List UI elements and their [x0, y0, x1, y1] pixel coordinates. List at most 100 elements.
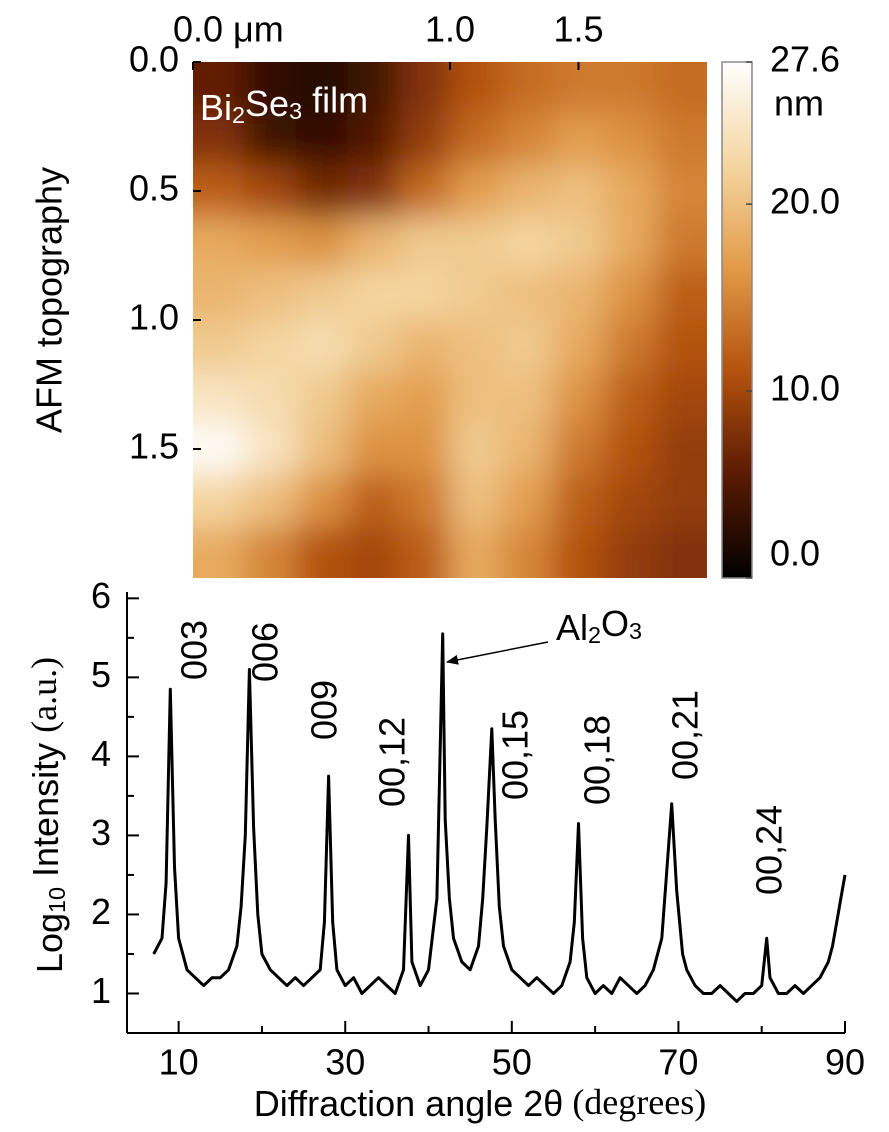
afm-cell [347, 423, 400, 476]
y-axis-label-part: 10 [44, 887, 70, 913]
afm-image [193, 62, 707, 578]
afm-cell [295, 113, 349, 167]
afm-cell [501, 474, 554, 528]
afm-cell [450, 62, 503, 115]
afm-cell [295, 474, 349, 528]
afm-cell [398, 268, 451, 321]
substrate-label-part: 2 [588, 622, 601, 648]
afm-cell [604, 371, 657, 425]
afm-cell [450, 320, 503, 373]
afm-cell [552, 526, 606, 578]
y-axis-label-part: (a.u.) [24, 657, 64, 733]
afm-cell [604, 423, 657, 476]
afm-cell [552, 113, 606, 167]
afm-cell [244, 474, 297, 528]
x-tick-label: 50 [492, 1042, 532, 1083]
afm-cell [604, 526, 657, 578]
afm-cell [501, 320, 554, 373]
colorbar [721, 61, 753, 579]
afm-cell [295, 62, 349, 115]
afm-cell [450, 474, 503, 528]
afm-cell [604, 216, 657, 270]
film-label-part: Bi [200, 87, 232, 128]
substrate-label-part: O [601, 603, 629, 644]
x-axis-label: Diffraction angle 2θ (degrees) [254, 1082, 706, 1123]
afm-cell [193, 526, 246, 578]
x-tick-label: 90 [825, 1042, 865, 1083]
afm-cell [552, 423, 606, 476]
substrate-label: Al2O3 [556, 603, 642, 648]
afm-cell [193, 320, 246, 373]
afm-cell [655, 62, 707, 115]
afm-cell [244, 113, 297, 167]
y-tick-label: 5 [91, 654, 111, 695]
colorbar-unit: nm [774, 83, 824, 124]
afm-cell [295, 268, 349, 321]
afm-cell [244, 423, 297, 476]
afm-cell [347, 165, 400, 218]
afm-cell [552, 62, 606, 115]
afm-cell [655, 268, 707, 321]
film-label-part: Se [245, 83, 289, 124]
afm-cell [193, 474, 246, 528]
afm-cell [655, 526, 707, 578]
y-tick-label: 1.5 [129, 426, 179, 467]
colorbar-tick-label: 0.0 [770, 533, 820, 574]
afm-cell [604, 62, 657, 115]
afm-cell [295, 216, 349, 270]
afm-cell [398, 526, 451, 578]
y-tick-label: 4 [91, 733, 111, 774]
peak-label: 006 [245, 622, 286, 682]
y-tick-label: 0.5 [129, 168, 179, 209]
x-tick-label: 0.0 μm [173, 9, 284, 50]
afm-cell [193, 371, 246, 425]
afm-cell [295, 320, 349, 373]
substrate-label-part: Al [556, 607, 588, 648]
afm-cell [501, 371, 554, 425]
afm-cell [398, 320, 451, 373]
afm-cell [193, 165, 246, 218]
afm-cell [552, 371, 606, 425]
peak-label: 003 [174, 620, 215, 680]
afm-cell [501, 268, 554, 321]
afm-cell [193, 62, 246, 115]
afm-cell [193, 423, 246, 476]
afm-cell [398, 216, 451, 270]
y-tick-label: 2 [91, 891, 111, 932]
afm-cell [552, 320, 606, 373]
y-tick-label: 0.0 [129, 39, 179, 80]
afm-cell [604, 320, 657, 373]
afm-cell [398, 62, 451, 115]
y-tick-label: 1.0 [129, 297, 179, 338]
afm-cell [244, 165, 297, 218]
afm-cell [295, 423, 349, 476]
afm-cell [450, 216, 503, 270]
film-label-part: 3 [289, 98, 302, 124]
afm-cell [604, 165, 657, 218]
y-axis-label: Log10 Intensity (a.u.) [24, 657, 70, 973]
afm-cell [655, 474, 707, 528]
afm-cell [398, 423, 451, 476]
afm-cell [244, 526, 297, 578]
x-tick-label: 1.0 [425, 9, 475, 50]
afm-cell [347, 62, 400, 115]
film-label-part: 2 [232, 102, 245, 128]
afm-cell [295, 526, 349, 578]
afm-cell [501, 62, 554, 115]
afm-cell [604, 474, 657, 528]
afm-cell [501, 165, 554, 218]
afm-cell [450, 165, 503, 218]
afm-cell [655, 216, 707, 270]
peak-label: 00,15 [495, 710, 536, 800]
peak-label: 00,24 [749, 805, 790, 895]
afm-cell [244, 268, 297, 321]
afm-cell [501, 113, 554, 167]
afm-cell [398, 113, 451, 167]
afm-cell [604, 113, 657, 167]
afm-cell [552, 165, 606, 218]
x-tick-label: 1.5 [553, 9, 603, 50]
afm-cell [295, 371, 349, 425]
afm-cell [501, 526, 554, 578]
arrow [446, 641, 549, 665]
